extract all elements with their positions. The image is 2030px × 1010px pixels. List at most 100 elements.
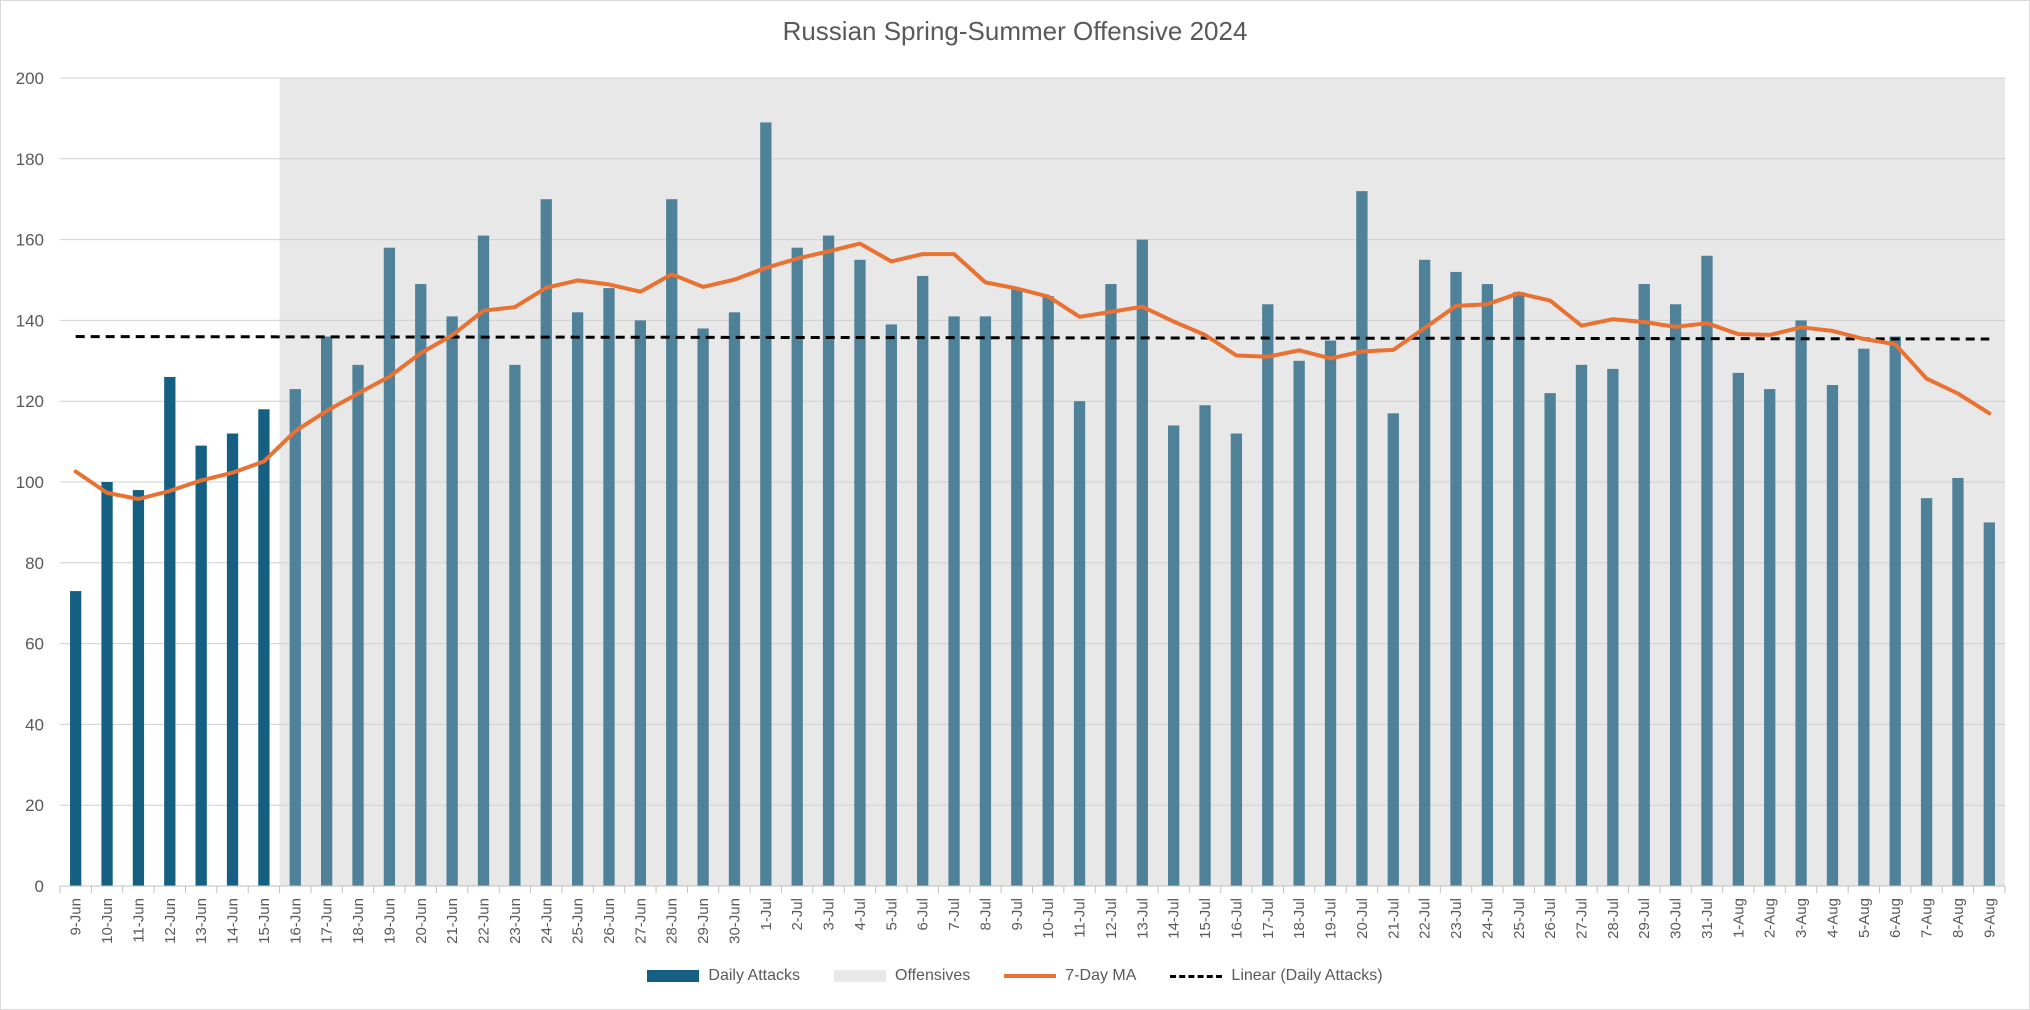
bar-daily-attacks <box>321 336 333 886</box>
x-tick-label: 16-Jun <box>287 898 304 944</box>
legend-label-linear: Linear (Daily Attacks) <box>1231 967 1383 984</box>
bar-daily-attacks <box>854 259 866 886</box>
bar-daily-attacks <box>1513 292 1525 886</box>
x-tick-label: 2-Aug <box>1762 898 1779 938</box>
trendline-linear <box>75 335 1990 341</box>
bar-daily-attacks <box>1826 385 1839 886</box>
y-tick-label: 20 <box>25 796 44 815</box>
x-tick-labels: 9-Jun 10-Jun 11-Jun 12-Jun 13-Jun 14-Jun 15-Ju… <box>68 898 1999 944</box>
x-tick-label: 6-Aug <box>1887 898 1904 938</box>
legend-item-offensives: Offensives <box>834 967 970 985</box>
bar-daily-attacks <box>1795 320 1807 886</box>
bar-daily-attacks <box>383 247 396 886</box>
bar-daily-attacks <box>1324 340 1337 887</box>
x-tick-label: 19-Jul <box>1323 898 1340 939</box>
x-tick-label: 13-Jun <box>193 898 210 944</box>
bar-daily-attacks <box>1764 389 1776 886</box>
bar-daily-attacks <box>1952 477 1964 886</box>
bar-daily-attacks <box>1732 372 1744 886</box>
bar-daily-attacks <box>258 409 270 886</box>
x-tick-label: 21-Jul <box>1385 898 1402 939</box>
y-tick-label: 160 <box>16 231 44 250</box>
bar-daily-attacks <box>822 235 835 886</box>
x-tick-label: 24-Jul <box>1479 898 1496 939</box>
bar-daily-attacks <box>1168 425 1180 886</box>
x-tick-label: 24-Jun <box>538 898 555 944</box>
bar-daily-attacks <box>289 389 301 886</box>
bar-daily-attacks <box>226 433 239 886</box>
bar-daily-attacks <box>1575 364 1588 887</box>
bar-daily-attacks <box>1262 304 1274 886</box>
x-tick-label: 27-Jun <box>632 898 649 944</box>
bar-daily-attacks <box>1983 522 1995 886</box>
x-tick-label: 11-Jul <box>1072 898 1089 938</box>
x-tick-label: 20-Jun <box>413 898 430 944</box>
bar-daily-attacks <box>132 490 145 886</box>
x-tick-label: 3-Aug <box>1793 898 1810 938</box>
legend-swatch-linear <box>1170 974 1223 978</box>
bar-daily-attacks <box>1450 271 1462 886</box>
x-tick-label: 17-Jul <box>1260 898 1277 939</box>
x-tick-label: 23-Jul <box>1448 898 1465 939</box>
bar-daily-attacks <box>571 312 584 886</box>
bar-daily-attacks <box>101 482 113 886</box>
bar-daily-attacks <box>1889 336 1901 886</box>
chart-title: Russian Spring-Summer Offensive 2024 <box>782 16 1248 46</box>
trendline-layer <box>75 335 1990 341</box>
x-tick-label: 30-Jun <box>726 898 743 944</box>
bar-daily-attacks <box>352 364 364 887</box>
bar-daily-attacks <box>540 199 552 886</box>
bar-daily-attacks <box>1920 498 1933 886</box>
y-tick-label: 100 <box>16 473 44 492</box>
bar-daily-attacks <box>1011 288 1023 887</box>
y-tick-label: 180 <box>16 150 44 169</box>
x-tick-label: 18-Jul <box>1291 898 1308 939</box>
x-tick-label: 18-Jun <box>350 898 367 944</box>
x-tick-label: 28-Jul <box>1605 898 1622 939</box>
bar-daily-attacks <box>1105 284 1117 886</box>
bar-daily-attacks <box>948 316 960 886</box>
x-tick-label: 3-Jul <box>821 898 838 931</box>
bar-daily-attacks <box>666 199 678 886</box>
x-tick-label: 19-Jun <box>381 898 398 944</box>
legend-label-daily-attacks: Daily Attacks <box>708 967 800 984</box>
x-tick-label: 25-Jun <box>570 898 587 944</box>
x-tick-label: 5-Aug <box>1856 898 1873 938</box>
bar-daily-attacks <box>1199 405 1211 886</box>
bar-daily-attacks <box>509 364 521 887</box>
x-tick-label: 4-Aug <box>1824 898 1841 938</box>
x-tick-label: 10-Jun <box>99 898 116 944</box>
x-tick-label: 22-Jul <box>1417 898 1434 939</box>
x-tick-label: 10-Jul <box>1040 898 1057 939</box>
x-tick-label: 27-Jul <box>1573 898 1590 939</box>
bar-daily-attacks <box>1858 348 1870 886</box>
x-tick-label: 9-Jul <box>1009 898 1026 931</box>
bar-daily-attacks <box>603 288 615 887</box>
x-tick-label: 23-Jun <box>507 898 524 944</box>
x-tick-label: 1-Jul <box>758 898 775 931</box>
bar-daily-attacks <box>195 445 207 886</box>
x-tick-label: 21-Jun <box>444 898 461 944</box>
x-tick-label: 9-Aug <box>1981 898 1998 938</box>
x-tick-label: 8-Jul <box>977 898 994 931</box>
bar-daily-attacks <box>1638 284 1650 886</box>
legend-swatch-daily-attacks <box>647 970 700 982</box>
bar-daily-attacks <box>697 328 709 887</box>
bar-daily-attacks <box>979 316 992 886</box>
x-tick-label: 28-Jun <box>664 898 681 944</box>
x-tick-label: 14-Jun <box>225 898 242 944</box>
y-tick-label: 120 <box>16 392 44 411</box>
x-tick-label: 22-Jun <box>476 898 493 944</box>
x-tick-label: 12-Jun <box>162 898 179 944</box>
bar-daily-attacks <box>1073 401 1086 886</box>
bar-daily-attacks <box>1387 413 1399 886</box>
legend: Daily Attacks Offensives 7-Day MA Linear… <box>0 967 2030 985</box>
bar-daily-attacks <box>1701 255 1713 886</box>
y-tick-label: 60 <box>25 635 44 654</box>
bar-daily-attacks <box>1293 360 1305 886</box>
y-tick-label: 0 <box>35 877 44 896</box>
line-7-day-ma <box>73 241 1992 501</box>
x-tick-label: 29-Jun <box>695 898 712 944</box>
bar-daily-attacks <box>885 324 897 886</box>
